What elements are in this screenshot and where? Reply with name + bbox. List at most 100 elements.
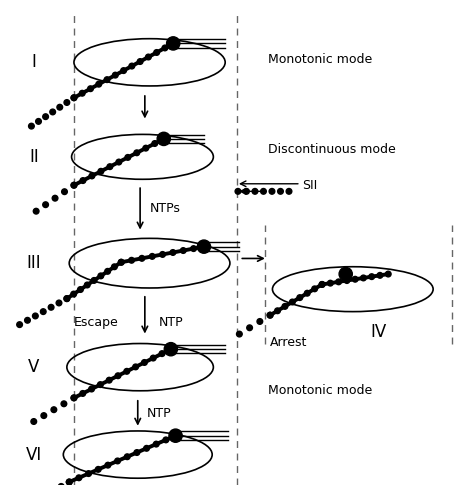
Circle shape xyxy=(41,413,46,418)
Circle shape xyxy=(66,479,72,485)
Circle shape xyxy=(134,450,140,455)
Text: IV: IV xyxy=(371,323,387,341)
Circle shape xyxy=(40,309,46,314)
Circle shape xyxy=(50,488,56,494)
Circle shape xyxy=(56,300,62,306)
Circle shape xyxy=(104,77,110,83)
Circle shape xyxy=(159,351,165,357)
Circle shape xyxy=(162,45,168,51)
Circle shape xyxy=(157,132,170,145)
Circle shape xyxy=(33,208,39,214)
Circle shape xyxy=(139,255,145,261)
Circle shape xyxy=(115,373,121,378)
Circle shape xyxy=(71,95,77,101)
Circle shape xyxy=(31,419,36,424)
Circle shape xyxy=(278,189,283,194)
Circle shape xyxy=(118,259,124,265)
Circle shape xyxy=(344,278,350,283)
Circle shape xyxy=(91,277,97,283)
Circle shape xyxy=(80,390,86,396)
Circle shape xyxy=(118,259,124,265)
Circle shape xyxy=(197,240,210,253)
Circle shape xyxy=(312,286,318,292)
Circle shape xyxy=(71,95,77,101)
Circle shape xyxy=(76,475,82,481)
Circle shape xyxy=(269,189,275,194)
Text: Escape: Escape xyxy=(74,316,118,329)
Text: III: III xyxy=(27,254,41,272)
Circle shape xyxy=(170,40,176,46)
Circle shape xyxy=(168,346,173,352)
Text: SII: SII xyxy=(302,179,318,192)
Circle shape xyxy=(173,433,178,439)
Circle shape xyxy=(33,313,38,319)
Text: I: I xyxy=(31,53,36,71)
Circle shape xyxy=(247,325,253,331)
Circle shape xyxy=(143,145,149,151)
Text: II: II xyxy=(29,148,39,166)
Circle shape xyxy=(17,322,22,328)
Circle shape xyxy=(361,275,366,281)
Circle shape xyxy=(154,50,159,55)
Circle shape xyxy=(71,182,77,188)
Text: Monotonic mode: Monotonic mode xyxy=(268,384,372,397)
Circle shape xyxy=(36,119,41,124)
Circle shape xyxy=(105,462,111,468)
Circle shape xyxy=(146,54,151,60)
Circle shape xyxy=(43,114,48,120)
Circle shape xyxy=(48,304,54,310)
Circle shape xyxy=(166,37,180,50)
Circle shape xyxy=(58,484,64,489)
Circle shape xyxy=(88,86,93,92)
Circle shape xyxy=(319,281,325,287)
Circle shape xyxy=(137,59,143,64)
Circle shape xyxy=(64,296,70,301)
Circle shape xyxy=(290,299,295,305)
Circle shape xyxy=(64,296,70,301)
Circle shape xyxy=(134,150,140,155)
Circle shape xyxy=(161,136,166,142)
Circle shape xyxy=(50,109,55,115)
Circle shape xyxy=(163,437,169,443)
Text: NTP: NTP xyxy=(159,316,183,329)
Circle shape xyxy=(98,382,103,387)
Circle shape xyxy=(282,304,288,309)
Circle shape xyxy=(71,291,76,297)
Circle shape xyxy=(105,268,110,274)
Circle shape xyxy=(261,189,266,194)
Circle shape xyxy=(160,251,165,257)
Circle shape xyxy=(84,282,90,288)
Circle shape xyxy=(71,395,77,401)
Text: Arrest: Arrest xyxy=(270,337,308,350)
Circle shape xyxy=(52,195,58,201)
Circle shape xyxy=(25,317,30,323)
Circle shape xyxy=(304,290,310,296)
Circle shape xyxy=(106,377,112,383)
Circle shape xyxy=(98,273,104,279)
Circle shape xyxy=(164,343,177,356)
Circle shape xyxy=(252,189,258,194)
Circle shape xyxy=(71,182,77,188)
Circle shape xyxy=(237,331,242,337)
Circle shape xyxy=(144,446,149,451)
Circle shape xyxy=(297,295,302,300)
Circle shape xyxy=(107,164,113,169)
Circle shape xyxy=(169,429,182,442)
Circle shape xyxy=(142,360,147,366)
Text: V: V xyxy=(28,358,39,376)
Circle shape xyxy=(129,63,135,69)
Circle shape xyxy=(51,407,57,412)
Circle shape xyxy=(336,279,341,285)
Circle shape xyxy=(89,173,95,179)
Text: Discontinuous mode: Discontinuous mode xyxy=(268,143,395,156)
Circle shape xyxy=(377,272,383,278)
Circle shape xyxy=(121,68,127,73)
Circle shape xyxy=(133,364,138,370)
Circle shape xyxy=(152,140,157,146)
Circle shape xyxy=(286,189,292,194)
Circle shape xyxy=(28,124,34,129)
Text: VI: VI xyxy=(26,446,42,464)
Circle shape xyxy=(86,471,91,477)
Circle shape xyxy=(244,189,249,194)
Circle shape xyxy=(181,248,186,253)
